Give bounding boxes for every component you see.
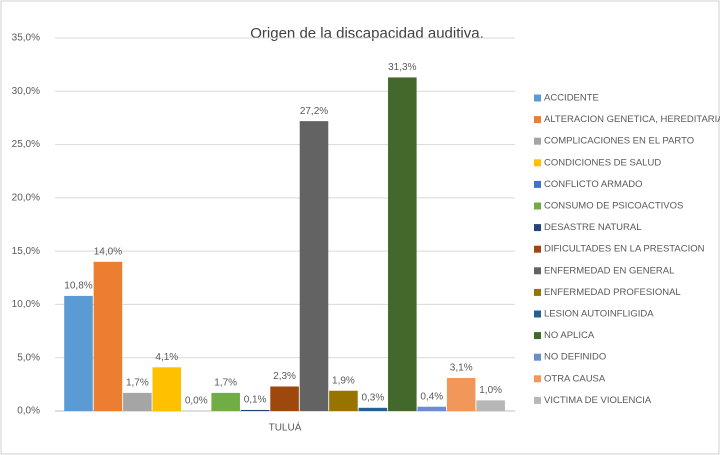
bar [64, 295, 93, 411]
y-tick-label: 0,0% [17, 406, 40, 417]
legend-label: DESASTRE NATURAL [544, 222, 641, 233]
value-label: 1,9% [332, 375, 355, 386]
legend-label: ALTERACION GENETICA, HEREDITARIA [544, 114, 720, 125]
bar [388, 77, 417, 411]
x-tick-label: TULUÁ [269, 421, 302, 434]
legend-label: COMPLICACIONES EN EL PARTO [544, 136, 694, 147]
bar [446, 377, 476, 411]
legend-swatch [534, 245, 541, 253]
bar [123, 392, 152, 411]
bar [299, 121, 329, 411]
value-label: 10,8% [64, 281, 92, 292]
value-label: 0,0% [185, 396, 208, 407]
legend-swatch [534, 310, 541, 318]
value-label: 2,3% [273, 371, 296, 382]
bar [358, 407, 388, 411]
y-tick-label: 20,0% [12, 192, 40, 203]
legend-label: NO DEFINIDO [544, 352, 606, 363]
legend-label: OTRA CAUSA [544, 373, 606, 384]
bar [93, 261, 123, 411]
y-tick-label: 10,0% [12, 299, 40, 310]
legend-swatch [534, 202, 541, 210]
legend-label: ACCIDENTE [544, 93, 599, 104]
legend-swatch [534, 159, 541, 167]
chart-title: Origen de la discapacidad auditiva. [250, 25, 483, 42]
value-label: 1,7% [126, 378, 149, 389]
value-label: 0,3% [361, 392, 384, 403]
value-label: 0,4% [420, 391, 443, 402]
value-label: 0,1% [244, 395, 267, 406]
y-tick-label: 5,0% [17, 352, 40, 363]
value-label: 1,0% [479, 385, 502, 396]
legend-label: CONSUMO DE PSICOACTIVOS [544, 201, 683, 212]
legend-label: ENFERMEDAD PROFESIONAL [544, 287, 681, 298]
legend-swatch [534, 375, 541, 383]
bar [476, 400, 505, 411]
legend-swatch [534, 332, 541, 340]
value-label: 3,1% [450, 363, 473, 374]
legend-label: ENFERMEDAD EN GENERAL [544, 265, 674, 276]
bar [270, 386, 299, 411]
y-tick-label: 30,0% [12, 86, 40, 97]
legend-label: CONFLICTO ARMADO [544, 179, 643, 190]
value-label: 31,3% [388, 62, 416, 73]
legend-swatch [534, 353, 541, 361]
legend-label: VICTIMA DE VIOLENCIA [544, 395, 652, 406]
legend-swatch [534, 137, 541, 145]
legend-swatch [534, 94, 541, 102]
legend-label: DIFICULTADES EN LA PRESTACION [544, 244, 705, 255]
value-label: 4,1% [155, 352, 178, 363]
bar [417, 406, 447, 411]
legend-swatch [534, 116, 541, 124]
legend-label: LESION AUTOINFLIGIDA [544, 309, 654, 320]
value-label: 14,0% [94, 246, 122, 257]
legend-swatch [534, 396, 541, 404]
bar [152, 367, 182, 411]
legend-swatch [534, 224, 541, 232]
legend-label: CONDICIONES DE SALUD [544, 157, 661, 168]
y-tick-label: 35,0% [12, 33, 40, 44]
legend-label: NO APLICA [544, 330, 595, 341]
y-tick-label: 25,0% [12, 139, 40, 150]
value-label: 1,7% [214, 378, 237, 389]
legend-swatch [534, 288, 541, 296]
legend-swatch [534, 180, 541, 188]
bar [211, 392, 240, 411]
bar [329, 390, 358, 411]
legend-swatch [534, 267, 541, 275]
value-label: 27,2% [300, 106, 328, 117]
bar [240, 409, 270, 411]
y-tick-label: 15,0% [12, 246, 40, 257]
